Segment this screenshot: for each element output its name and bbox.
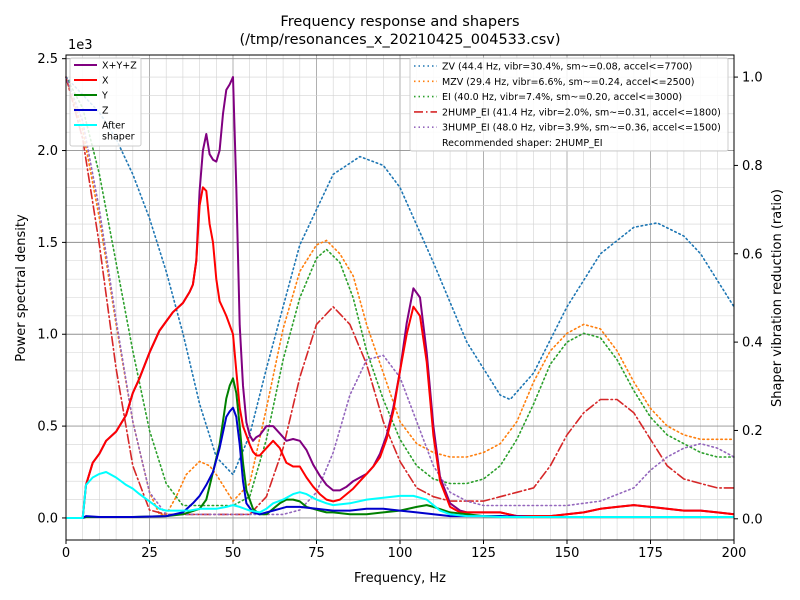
legend-shaper-label: 3HUMP_EI (48.0 Hz, vibr=3.9%, sm~=0.36, … (442, 123, 721, 134)
legend-label-line: Y (101, 91, 108, 102)
x-tick-label: 25 (141, 546, 158, 561)
legend-label-line: X (102, 76, 109, 87)
legend-psd-label: X+Y+Z (102, 61, 137, 72)
x-tick-label: 75 (308, 546, 325, 561)
psd-line (66, 471, 734, 519)
y-left-tick-label: 1.0 (37, 328, 58, 343)
legend-shaper-label: ZV (44.4 Hz, vibr=30.4%, sm~=0.08, accel… (442, 62, 692, 73)
x-tick-label: 125 (471, 546, 496, 561)
legend-psd-label: After shaper (102, 121, 135, 143)
legend-psd-label: X (102, 76, 109, 87)
psd-lines (66, 76, 735, 519)
legend-shaper-label: MZV (29.4 Hz, vibr=6.6%, sm~=0.24, accel… (442, 77, 694, 88)
shaper-line (65, 76, 735, 516)
legend-shapers-box (409, 57, 729, 152)
x-tick-label: 50 (225, 546, 242, 561)
y-right-tick-label: 1.0 (742, 71, 763, 86)
legend-label-line: Z (102, 106, 109, 117)
right-axis-label: Shaper vibration reduction (ratio) (770, 189, 785, 407)
y-right-tick-label: 0.4 (742, 336, 763, 351)
x-tick-label: 100 (388, 546, 413, 561)
y-left-tick-label: 2.5 (37, 52, 58, 67)
x-axis-label: Frequency, Hz (354, 571, 446, 586)
grid (65, 55, 735, 540)
legend-label-line: shaper (102, 132, 135, 143)
x-tick-label: 175 (638, 546, 663, 561)
y-right-tick-label: 0.2 (742, 424, 763, 439)
y-right-tick-label: 0.6 (742, 247, 763, 262)
legend-psd: X+Y+Z XYZ After shaper (69, 57, 142, 147)
legend-shaper-label: EI (40.0 Hz, vibr=7.4%, sm~=0.20, accel<… (442, 92, 682, 103)
x-tick-label: 200 (722, 546, 747, 561)
legend-psd-label: Z (102, 106, 109, 117)
y-right-tick-label: 0.8 (742, 159, 763, 174)
legend-psd-label: Y (101, 91, 108, 102)
y-left-tick-label: 1.5 (37, 236, 58, 251)
x-tick-label: 150 (555, 546, 580, 561)
psd-line (66, 186, 735, 519)
y-right-tick-label: 0.0 (742, 512, 763, 527)
chart-title: Frequency response and shapers (280, 14, 519, 30)
shaper-line (65, 76, 735, 477)
x-tick-label: 0 (62, 546, 70, 561)
y-left-tick-label: 0.5 (37, 420, 58, 435)
y-left-tick-label: 0.0 (37, 511, 58, 526)
left-axis-label: Power spectral density (14, 214, 29, 362)
left-axis-scale: 1e3 (68, 38, 93, 53)
legend-label-line: After (102, 121, 125, 132)
y-left-tick-label: 2.0 (37, 144, 58, 159)
axis-ticks: 0 25 50 75 100 125 150 175 200 0.0 0.5 1.0 1.5 2.0 2.5… (37, 52, 762, 561)
chart-subtitle: (/tmp/resonances_x_20210425_004533.csv) (239, 32, 560, 48)
legend-shapers: ZV (44.4 Hz, vibr=30.4%, sm~=0.08, accel… (409, 57, 729, 152)
legend-label-line: X+Y+Z (102, 61, 137, 72)
shaper-line (65, 76, 735, 516)
recommended-shaper-text: Recommended shaper: 2HUMP_EI (442, 138, 603, 149)
legend-shaper-label: 2HUMP_EI (41.4 Hz, vibr=2.0%, sm~=0.31, … (442, 107, 721, 118)
